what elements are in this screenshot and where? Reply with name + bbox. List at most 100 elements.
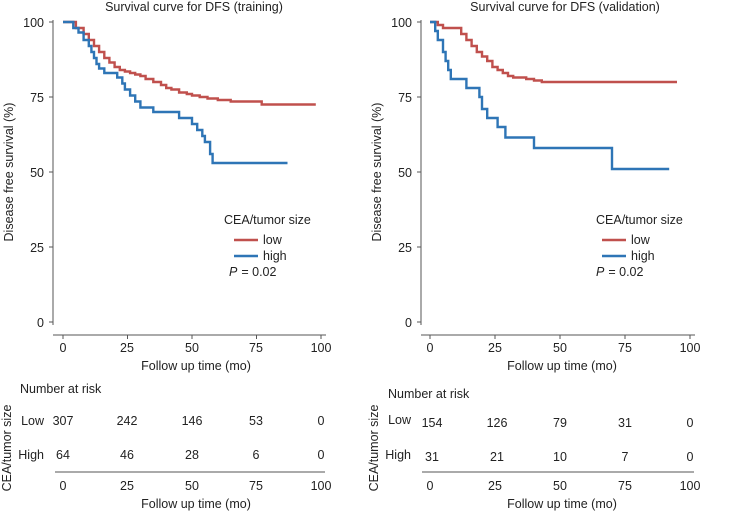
risk-cell: 21 (490, 450, 504, 464)
risk-cell: 46 (120, 448, 134, 462)
p-value-label: P (229, 265, 238, 279)
x-tick-label: 0 (60, 341, 67, 355)
risk-row-high: 64 46 28 6 0 (56, 448, 324, 462)
risk-cell: 307 (53, 414, 74, 428)
risk-table: Number at risk CEA/tumor size Low High 1… (367, 387, 700, 511)
risk-row-label-low: Low (21, 414, 45, 428)
km-curves (430, 20, 677, 171)
y-tick-label: 50 (30, 166, 44, 180)
risk-cell: 31 (618, 416, 632, 430)
x-tick-label: 50 (553, 341, 567, 355)
x-ticks: 0 25 50 75 100 (60, 341, 332, 355)
p-value-text: = 0.02 (608, 265, 643, 279)
x-tick-label: 0 (427, 341, 434, 355)
risk-x-tick-label: 75 (618, 479, 632, 493)
risk-cell: 0 (687, 450, 694, 464)
risk-cell: 0 (318, 414, 325, 428)
risk-row-high: 31 21 10 7 0 (425, 450, 693, 464)
p-value: P = 0.02 (596, 265, 643, 279)
legend-label-low: low (263, 233, 283, 247)
risk-table-header: Number at risk (20, 382, 102, 396)
axes (417, 20, 695, 339)
risk-table: Number at risk CEA/tumor size Low High 3… (0, 382, 331, 511)
risk-table-header: Number at risk (388, 387, 470, 401)
x-ticks: 0 25 50 75 100 (427, 341, 701, 355)
risk-x-tick-label: 50 (185, 479, 199, 493)
panel-training: Survival curve for DFS (training) Diseas… (0, 0, 331, 511)
legend: CEA/tumor size low high P = 0.02 (224, 213, 311, 279)
y-axis-label: Disease free survival (%) (2, 103, 16, 242)
risk-cell: 53 (249, 414, 263, 428)
x-axis-label: Follow up time (mo) (141, 359, 251, 373)
x-tick-label: 25 (120, 341, 134, 355)
risk-x-tick-label: 0 (60, 479, 67, 493)
km-curve-high (430, 20, 670, 171)
risk-row-label-low: Low (388, 413, 412, 427)
y-tick-label: 25 (30, 241, 44, 255)
chart-title: Survival curve for DFS (validation) (470, 0, 660, 14)
risk-cell: 126 (487, 416, 508, 430)
x-tick-label: 75 (618, 341, 632, 355)
km-curves (63, 20, 316, 165)
risk-x-tick-label: 0 (427, 479, 434, 493)
x-tick-label: 100 (311, 341, 332, 355)
km-curve-high (63, 20, 288, 165)
y-tick-label: 50 (398, 166, 412, 180)
risk-x-tick-label: 100 (311, 479, 332, 493)
y-axis-label: Disease free survival (%) (370, 103, 384, 242)
risk-cell: 7 (622, 450, 629, 464)
risk-x-tick-label: 75 (249, 479, 263, 493)
y-ticks: 100 75 50 25 0 (23, 16, 44, 330)
risk-cell: 146 (182, 414, 203, 428)
p-value-label: P (596, 265, 605, 279)
y-tick-label: 0 (37, 316, 44, 330)
risk-cell: 79 (553, 416, 567, 430)
risk-cell: 28 (185, 448, 199, 462)
x-tick-label: 75 (249, 341, 263, 355)
p-value: P = 0.02 (229, 265, 276, 279)
legend-label-high: high (263, 249, 287, 263)
x-tick-label: 25 (488, 341, 502, 355)
y-tick-label: 75 (398, 91, 412, 105)
panel-validation: Survival curve for DFS (validation) Dise… (367, 0, 700, 511)
risk-cell: 0 (318, 448, 325, 462)
risk-x-axis-label: Follow up time (mo) (507, 497, 617, 511)
risk-x-tick-label: 100 (680, 479, 701, 493)
risk-cell: 154 (422, 416, 443, 430)
chart-title: Survival curve for DFS (training) (105, 0, 283, 14)
km-curve-low (430, 20, 677, 84)
x-tick-label: 50 (185, 341, 199, 355)
risk-row-low: 307 242 146 53 0 (53, 414, 325, 428)
risk-cell: 64 (56, 448, 70, 462)
risk-row-low: 154 126 79 31 0 (422, 416, 694, 430)
y-tick-label: 25 (398, 241, 412, 255)
legend-title: CEA/tumor size (224, 213, 311, 227)
legend: CEA/tumor size low high P = 0.02 (596, 213, 683, 279)
risk-cell: 6 (253, 448, 260, 462)
x-axis-label: Follow up time (mo) (507, 359, 617, 373)
legend-label-low: low (631, 233, 651, 247)
risk-row-label-high: High (18, 448, 44, 462)
y-ticks: 100 75 50 25 0 (391, 16, 412, 330)
risk-cell: 242 (117, 414, 138, 428)
axes (49, 20, 326, 339)
legend-title: CEA/tumor size (596, 213, 683, 227)
risk-x-tick-label: 25 (488, 479, 502, 493)
y-tick-label: 75 (30, 91, 44, 105)
risk-table-ylabel: CEA/tumor size (367, 405, 381, 492)
risk-cell: 31 (425, 450, 439, 464)
risk-row-label-high: High (385, 448, 411, 462)
x-tick-label: 100 (680, 341, 701, 355)
km-curve-low (63, 20, 316, 106)
legend-label-high: high (631, 249, 655, 263)
risk-x-tick-label: 50 (553, 479, 567, 493)
risk-x-axis-label: Follow up time (mo) (141, 497, 251, 511)
risk-x-tick-label: 25 (120, 479, 134, 493)
risk-table-ylabel: CEA/tumor size (0, 405, 14, 492)
risk-cell: 10 (553, 450, 567, 464)
y-tick-label: 100 (391, 16, 412, 30)
risk-cell: 0 (687, 416, 694, 430)
y-tick-label: 100 (23, 16, 44, 30)
y-tick-label: 0 (405, 316, 412, 330)
